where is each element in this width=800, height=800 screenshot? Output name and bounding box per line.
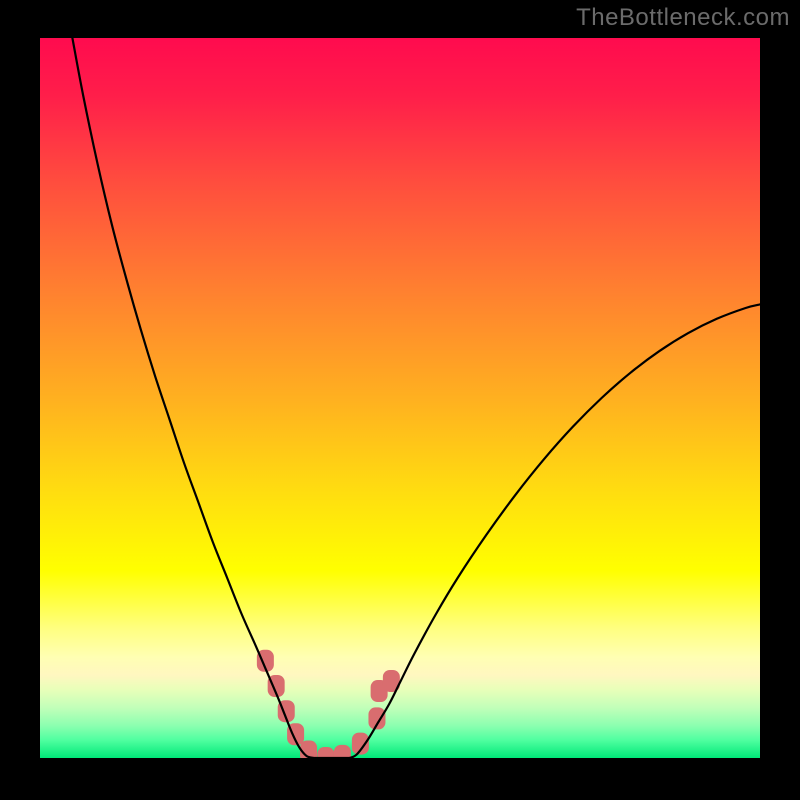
highlight-mark <box>300 741 317 758</box>
curve-left-branch <box>72 38 313 758</box>
bottleneck-curve <box>40 38 760 758</box>
curve-right-branch <box>350 304 760 758</box>
watermark-text: TheBottleneck.com <box>576 4 790 32</box>
highlight-marks <box>257 650 400 758</box>
highlight-mark <box>334 745 351 758</box>
highlight-mark <box>317 747 334 758</box>
chart-plot-area <box>40 38 760 758</box>
